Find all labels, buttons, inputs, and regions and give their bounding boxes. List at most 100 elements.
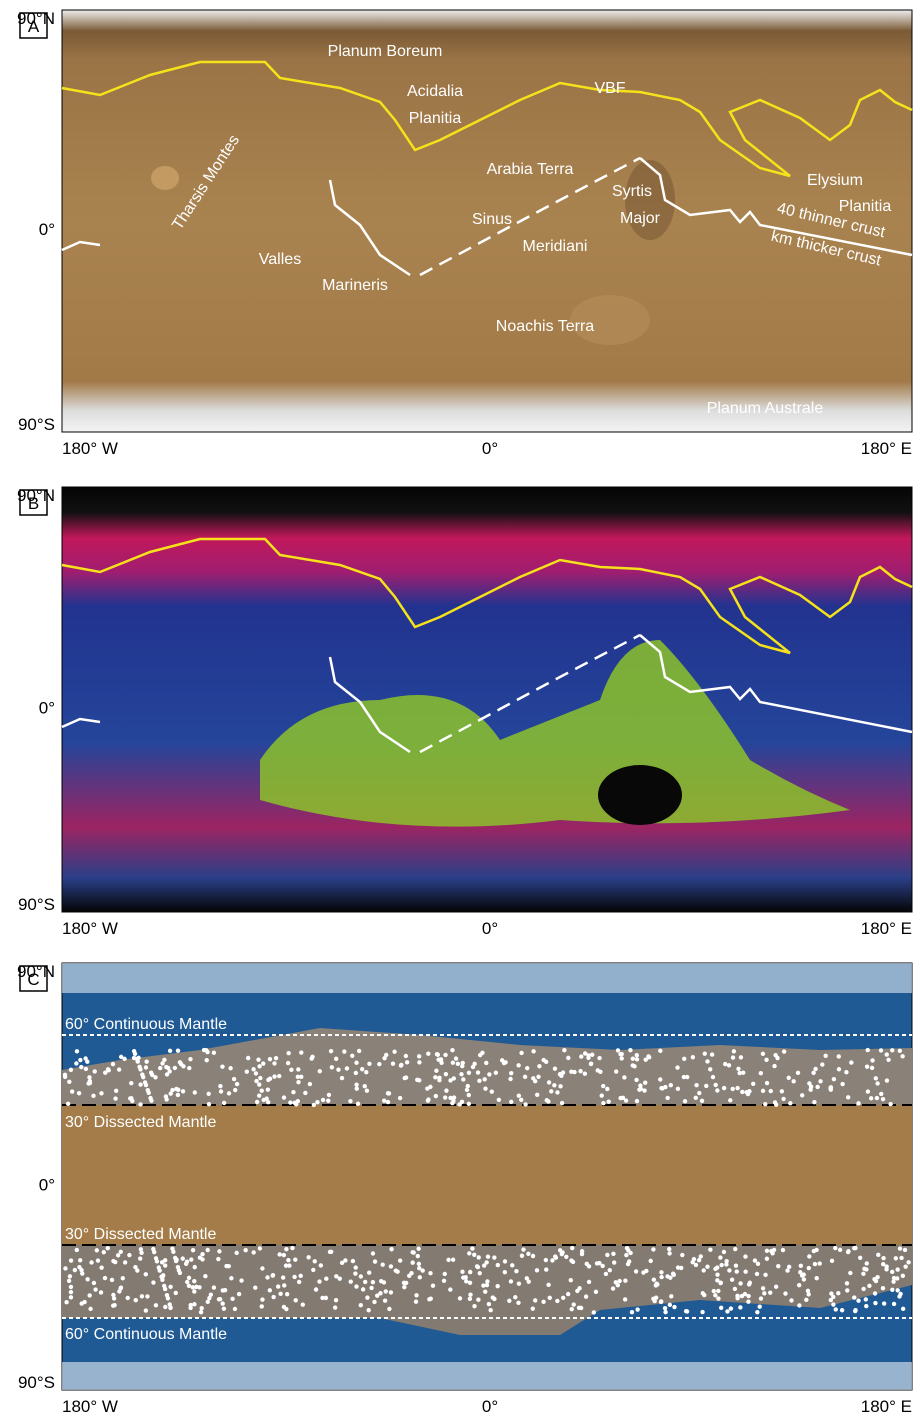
ice-dot [482, 1077, 486, 1081]
ice-dot [584, 1294, 588, 1298]
ice-dot [80, 1271, 84, 1275]
ice-dot [144, 1308, 148, 1312]
ice-dot [373, 1259, 377, 1263]
ice-dot [559, 1074, 563, 1078]
ice-dot [260, 1088, 264, 1092]
ice-dot [815, 1085, 819, 1089]
ice-dot [537, 1064, 541, 1068]
ice-dot [866, 1048, 870, 1052]
ice-dot [260, 1304, 264, 1308]
ice-dot [145, 1294, 149, 1298]
ice-dot [735, 1269, 739, 1273]
ice-dot [296, 1080, 300, 1084]
ice-dot [164, 1094, 168, 1098]
ice-dot [713, 1293, 717, 1297]
ice-dot [160, 1274, 164, 1278]
ice-dot [317, 1279, 321, 1283]
ice-dot [869, 1096, 873, 1100]
ice-dot [111, 1062, 115, 1066]
ice-dot [327, 1093, 331, 1097]
ice-dot [570, 1246, 574, 1250]
place-name: Planum Australe [707, 400, 824, 417]
ice-dot [141, 1075, 145, 1079]
ice-dot [217, 1249, 221, 1253]
ice-dot [334, 1298, 338, 1302]
ice-dot [133, 1265, 137, 1269]
ice-dot [806, 1289, 810, 1293]
ice-dot [464, 1279, 468, 1283]
ice-dot [740, 1090, 744, 1094]
ice-dot [258, 1246, 262, 1250]
ice-dot [434, 1069, 438, 1073]
ice-dot [333, 1305, 337, 1309]
lat-label: 90°S [18, 895, 55, 914]
ice-dot [222, 1306, 226, 1310]
ice-dot [781, 1097, 785, 1101]
ice-dot [452, 1076, 456, 1080]
ice-dot [797, 1303, 801, 1307]
lon-label: 180° W [62, 439, 118, 458]
ice-dot [314, 1287, 318, 1291]
ice-dot [890, 1048, 894, 1052]
lat-label: 0° [39, 1176, 55, 1195]
ice-dot [713, 1267, 717, 1271]
ice-dot [151, 1280, 155, 1284]
ice-dot [817, 1261, 821, 1265]
ice-dot [509, 1279, 513, 1283]
ice-dot [111, 1304, 115, 1308]
ice-dot [680, 1253, 684, 1257]
ice-dot [138, 1082, 142, 1086]
ice-dot [448, 1287, 452, 1291]
polar-cap [62, 963, 912, 993]
ice-dot [417, 1060, 421, 1064]
ice-dot [363, 1084, 367, 1088]
dark-region [625, 160, 675, 240]
ice-dot [99, 1091, 103, 1095]
ice-dot [787, 1076, 791, 1080]
ice-dot [472, 1304, 476, 1308]
ice-dot [391, 1062, 395, 1066]
ice-dot [787, 1265, 791, 1269]
ice-dot [477, 1255, 481, 1259]
ice-dot [626, 1262, 630, 1266]
ice-dot [683, 1099, 687, 1103]
ice-dot [641, 1270, 645, 1274]
ice-dot [523, 1102, 527, 1106]
ice-dot [705, 1059, 709, 1063]
ice-dot [293, 1258, 297, 1262]
dark-basin [598, 765, 682, 825]
ice-dot [769, 1089, 773, 1093]
ice-dot [890, 1288, 894, 1292]
ice-dot [876, 1253, 880, 1257]
ice-dot [88, 1307, 92, 1311]
ice-dot [212, 1285, 216, 1289]
ice-dot [276, 1284, 280, 1288]
lon-label: 0° [482, 439, 498, 458]
ice-dot [703, 1051, 707, 1055]
ice-dot [601, 1084, 605, 1088]
ice-dot [782, 1049, 786, 1053]
ice-dot [95, 1248, 99, 1252]
ice-dot [364, 1070, 368, 1074]
ice-dot [103, 1276, 107, 1280]
ice-dot [583, 1051, 587, 1055]
place-name: Valles [259, 251, 301, 268]
ice-dot [751, 1082, 755, 1086]
ice-dot [800, 1093, 804, 1097]
ice-dot [890, 1270, 894, 1274]
ice-dot [496, 1263, 500, 1267]
ice-dot [185, 1259, 189, 1263]
ice-dot [513, 1295, 517, 1299]
ice-dot [541, 1058, 545, 1062]
ice-dot [367, 1062, 371, 1066]
ice-dot [342, 1049, 346, 1053]
ice-dot [446, 1258, 450, 1262]
lon-label: 180° E [861, 439, 912, 458]
ice-dot [725, 1309, 729, 1313]
ice-dot [296, 1067, 300, 1071]
ice-dot [533, 1298, 537, 1302]
ice-dot [601, 1101, 605, 1105]
ice-dot [187, 1284, 191, 1288]
ice-dot [708, 1067, 712, 1071]
ice-dot [729, 1306, 733, 1310]
